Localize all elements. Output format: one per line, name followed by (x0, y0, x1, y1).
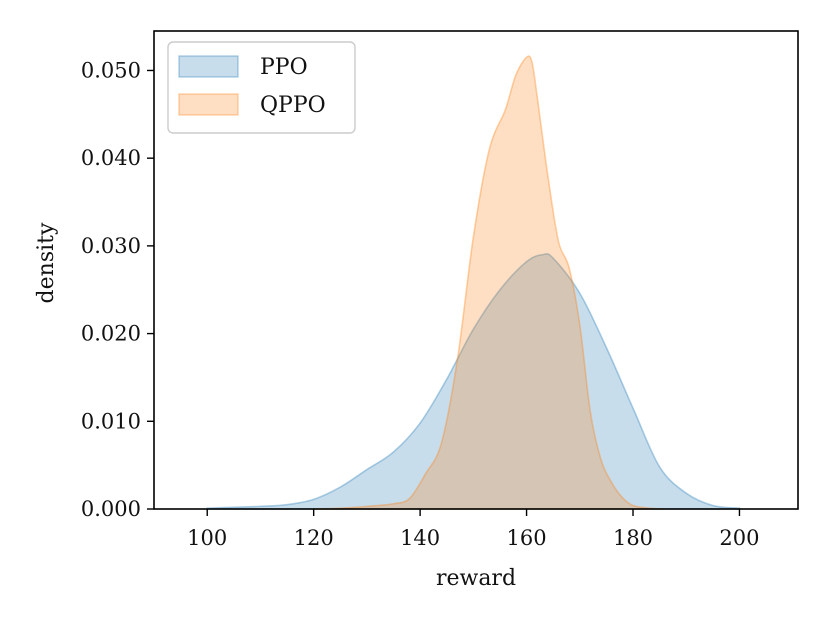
y-tick-label: 0.010 (81, 409, 141, 433)
legend-swatch-ppo (178, 55, 239, 78)
legend: PPO QPPO (167, 41, 356, 134)
density-area-ppo (206, 252, 741, 510)
density-area-qppo (313, 55, 665, 510)
x-tick-label: 160 (507, 526, 547, 550)
density-areas (206, 55, 741, 510)
y-axis: 0.000 0.010 0.020 0.030 0.040 0.050 (81, 58, 154, 521)
y-tick-label: 0.050 (81, 58, 141, 82)
legend-swatch-qppo (178, 93, 239, 116)
x-tick-label: 180 (613, 526, 653, 550)
legend-label-ppo: PPO (260, 55, 308, 80)
x-tick-label: 100 (187, 526, 227, 550)
x-tick-label: 200 (719, 526, 759, 550)
legend-box (167, 41, 356, 134)
y-tick-label: 0.030 (81, 234, 141, 258)
x-tick-label: 120 (294, 526, 334, 550)
x-axis: 100 120 140 160 180 200 (187, 509, 760, 550)
y-tick-label: 0.000 (81, 497, 141, 521)
plot-frame (153, 30, 799, 510)
x-tick-label: 140 (400, 526, 440, 550)
y-axis-label: density (34, 222, 59, 303)
x-axis-label: reward (436, 566, 516, 591)
y-tick-label: 0.020 (81, 322, 141, 346)
legend-label-qppo: QPPO (260, 93, 326, 118)
y-tick-label: 0.040 (81, 146, 141, 170)
